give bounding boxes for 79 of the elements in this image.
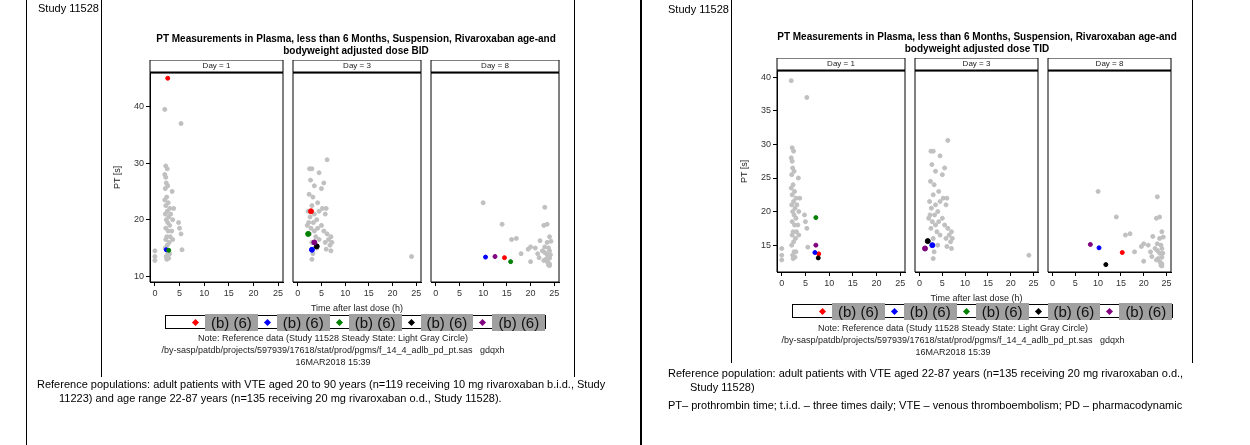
x-tick-label: 25 [895, 277, 906, 288]
x-tick-label: 5 [177, 287, 183, 298]
x-tick-label: 5 [318, 287, 324, 298]
text: PT– prothrombin time; t.i.d. – three times daily; VTE – venous thromboembolism; PD – pharmacodynamic [668, 398, 1184, 412]
y-tick-label: 15 [760, 239, 771, 250]
text: Study 11528 [38, 2, 99, 14]
x-tick-label: 15 [847, 277, 858, 288]
x-tick-label: 10 [340, 287, 351, 298]
x-tick-label: 15 [501, 287, 512, 298]
chart-subtitle: Day = 3 [962, 59, 991, 68]
x-tick-label: 15 [223, 287, 234, 298]
x-tick-label: 15 [363, 287, 374, 298]
text: Note: Reference data (Study 11528 Steady State: Light Gray Circle) [817, 322, 1089, 334]
legend-label: (b) (6) [832, 302, 885, 320]
x-tick-label: 15 [1115, 277, 1126, 288]
legend-label: (b) (6) [205, 313, 258, 331]
y-tick-label: 20 [760, 206, 771, 217]
y-tick-label: 30 [760, 138, 771, 149]
legend-label: (b) (6) [975, 302, 1029, 320]
text: Study 11528 [668, 3, 729, 15]
y-axis-title: PT [s] [738, 159, 749, 183]
x-tick-label: 0 [295, 287, 301, 298]
legend-label: (b) (6) [1119, 302, 1173, 320]
x-tick-label: 25 [1161, 277, 1172, 288]
chart-subtitle: Day = 8 [1095, 59, 1124, 68]
legend-label: (b) (6) [348, 313, 402, 331]
x-axis-title: Time after last dose (h) [310, 303, 404, 314]
x-tick-label: 20 [1005, 277, 1016, 288]
legend-label: (b) (6) [276, 313, 330, 331]
y-tick-label: 10 [133, 270, 144, 281]
x-tick-label: 10 [824, 277, 835, 288]
x-tick-label: 10 [1093, 277, 1104, 288]
text: /by-sasp/patdb/projects/597939/17618/stat/prod/pgms/f_14_4_adlb_pd_pt.sas gdqxh [160, 344, 506, 356]
y-tick-label: 20 [133, 214, 144, 225]
x-tick-label: 25 [411, 287, 422, 298]
y-tick-label: 35 [760, 105, 771, 116]
y-tick-label: 25 [760, 172, 771, 183]
text: Reference populations: adult patients with VTE aged 20 to 90 years (n=119 receiving 10 mg rivaroxaban b.i.d., Study 11223) and age range 22-87 years (n=135 receiving 20 mg rivaroxaban o.d., Study 11528). [37, 377, 607, 405]
chart-subtitle: Day = 1 [827, 59, 856, 68]
text: 16MAR2018 15:39 [914, 346, 992, 358]
text: Reference population: adult patients with VTE aged 22-87 years (n=135 receiving 20 mg rivaroxaban o.d., Study 11528) [668, 366, 1185, 394]
y-axis-title: PT [s] [111, 165, 122, 189]
x-tick-label: 10 [199, 287, 210, 298]
x-tick-label: 0 [779, 277, 785, 288]
x-tick-label: 20 [1138, 277, 1149, 288]
text: PT Measurements in Plasma, less than 6 Months, Suspension, Rivaroxaban age-and bodyweight adjusted dose TID [776, 31, 1178, 55]
x-tick-label: 20 [387, 287, 398, 298]
x-tick-label: 10 [478, 287, 489, 298]
x-axis-title: Time after last dose (h) [930, 293, 1023, 304]
legend-label: (b) (6) [1047, 302, 1101, 320]
x-tick-label: 0 [152, 287, 158, 298]
x-tick-label: 5 [939, 277, 945, 288]
y-tick-label: 40 [760, 71, 771, 82]
x-tick-label: 5 [456, 287, 462, 298]
x-tick-label: 25 [1028, 277, 1039, 288]
chart-subtitle: Day = 8 [481, 61, 510, 70]
x-tick-label: 10 [960, 277, 971, 288]
legend-label: (b) (6) [903, 302, 957, 320]
x-tick-label: 20 [248, 287, 259, 298]
y-tick-label: 30 [133, 157, 144, 168]
x-tick-label: 20 [871, 277, 882, 288]
legend-label: (b) (6) [420, 313, 474, 331]
x-tick-label: 25 [273, 287, 284, 298]
x-tick-label: 0 [433, 287, 439, 298]
x-tick-label: 20 [525, 287, 536, 298]
x-tick-label: 5 [1072, 277, 1078, 288]
text: Note: Reference data (Study 11528 Steady State: Light Gray Circle) [197, 332, 469, 344]
chart-subtitle: Day = 1 [202, 61, 231, 70]
text: /by-sasp/patdb/projects/597939/17618/stat/prod/pgms/f_14_4_adlb_pd_pt.sas gdqxh [780, 334, 1126, 346]
x-tick-label: 5 [802, 277, 808, 288]
text: 16MAR2018 15:39 [294, 356, 372, 368]
y-tick-label: 40 [133, 101, 144, 112]
text: PT Measurements in Plasma, less than 6 Months, Suspension, Rivaroxaban age-and bodyweight adjusted dose BID [155, 33, 557, 57]
legend-label: (b) (6) [492, 313, 546, 331]
x-tick-label: 0 [917, 277, 923, 288]
x-tick-label: 0 [1050, 277, 1056, 288]
chart-subtitle: Day = 3 [343, 61, 372, 70]
x-tick-label: 25 [549, 287, 560, 298]
x-tick-label: 15 [982, 277, 993, 288]
